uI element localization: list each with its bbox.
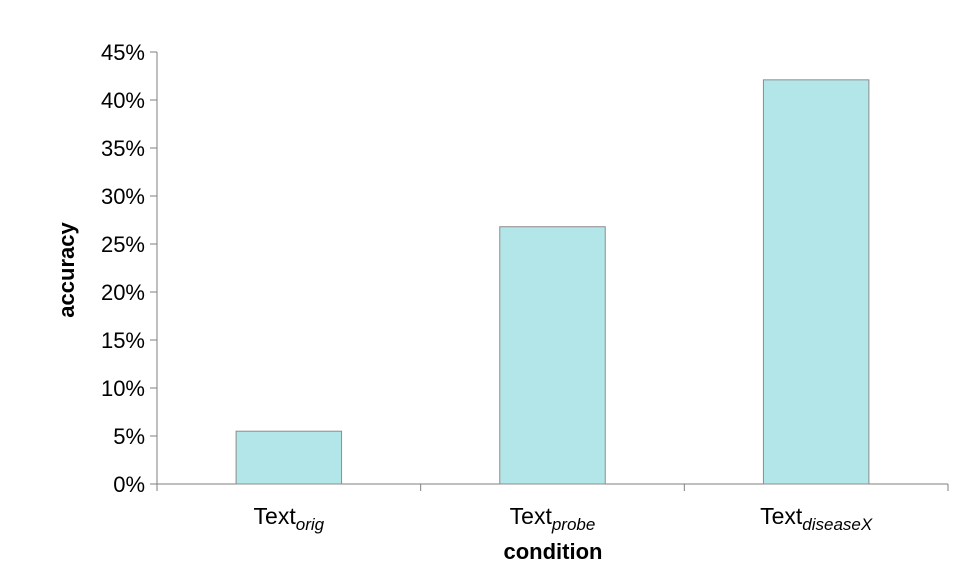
- y-tick-label: 20%: [101, 280, 145, 305]
- x-tick-label: Textorig: [254, 503, 325, 534]
- y-tick-label: 30%: [101, 184, 145, 209]
- x-tick-label: Textprobe: [510, 503, 596, 534]
- bar: [499, 226, 606, 485]
- category-labels: Textorig Textprobe TextdiseaseX: [254, 503, 873, 534]
- bar: [762, 79, 870, 485]
- x-axis: [156, 483, 949, 491]
- y-tick-label: 15%: [101, 328, 145, 353]
- y-tick-label: 25%: [101, 232, 145, 257]
- y-tick-label: 5%: [113, 424, 145, 449]
- bar: [235, 430, 343, 485]
- y-tick-label: 35%: [101, 136, 145, 161]
- y-tick-label: 0%: [113, 472, 145, 497]
- x-tick-label: TextdiseaseX: [760, 503, 873, 534]
- y-tick-label: 40%: [101, 88, 145, 113]
- y-axis: 0% 5% 10% 15% 20% 25% 30% 35% 40% 45%: [101, 40, 158, 497]
- bars: [235, 79, 870, 485]
- y-tick-label: 10%: [101, 376, 145, 401]
- y-axis-title: accuracy: [54, 222, 79, 318]
- x-axis-title: condition: [504, 539, 603, 564]
- y-tick-label: 45%: [101, 40, 145, 65]
